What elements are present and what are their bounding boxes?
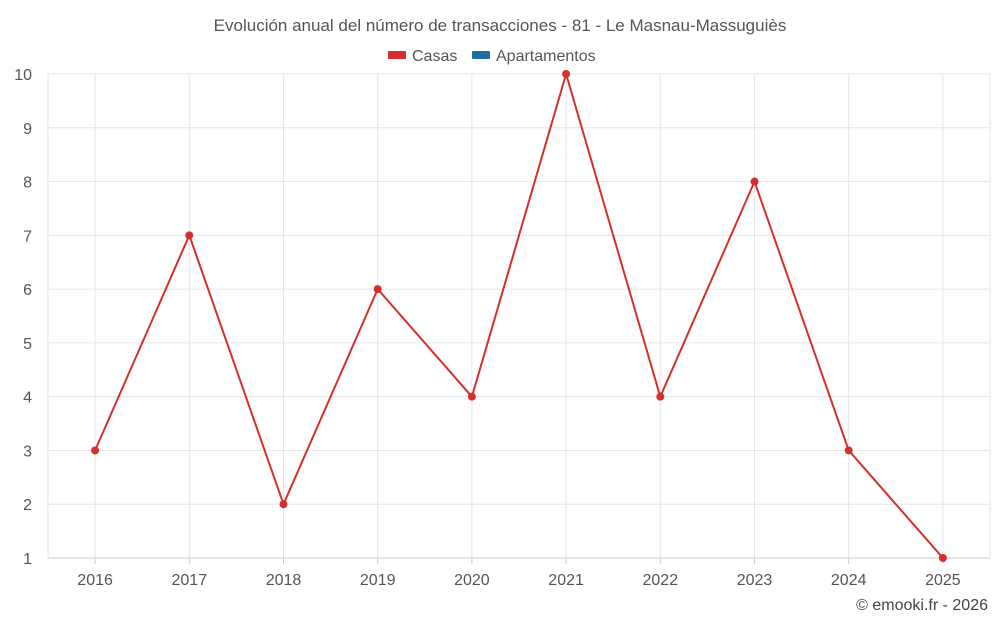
legend-swatch-apartamentos bbox=[472, 51, 490, 59]
data-point[interactable] bbox=[185, 231, 194, 240]
data-point[interactable] bbox=[279, 500, 288, 509]
x-tick-label: 2016 bbox=[77, 572, 113, 589]
data-point[interactable] bbox=[562, 70, 571, 78]
y-tick-label: 3 bbox=[23, 443, 32, 460]
y-tick-label: 1 bbox=[23, 551, 32, 568]
x-tick-label: 2019 bbox=[360, 572, 396, 589]
grid bbox=[48, 73, 990, 558]
legend-label-casas: Casas bbox=[412, 48, 457, 65]
legend-item-apartamentos[interactable]: Apartamentos bbox=[472, 48, 596, 65]
axes bbox=[47, 74, 991, 564]
y-tick-label: 10 bbox=[14, 67, 32, 84]
y-tick-label: 4 bbox=[23, 390, 32, 407]
data-point[interactable] bbox=[373, 285, 382, 294]
data-point[interactable] bbox=[91, 446, 100, 455]
y-tick-label: 5 bbox=[23, 336, 32, 353]
data-point[interactable] bbox=[844, 446, 853, 455]
x-tick-label: 2025 bbox=[925, 572, 961, 589]
series-casas bbox=[91, 70, 947, 562]
x-tick-label: 2020 bbox=[454, 572, 490, 589]
data-point[interactable] bbox=[467, 392, 476, 401]
legend-item-casas[interactable]: Casas bbox=[388, 48, 457, 65]
chart-title: Evolución anual del número de transaccio… bbox=[214, 16, 787, 35]
y-tick-label: 2 bbox=[23, 497, 32, 514]
x-tick-label: 2021 bbox=[548, 572, 584, 589]
x-tick-label: 2024 bbox=[831, 572, 867, 589]
y-tick-label: 7 bbox=[23, 228, 32, 245]
data-point[interactable] bbox=[656, 392, 665, 401]
x-tick-label: 2018 bbox=[266, 572, 302, 589]
x-tick-label: 2023 bbox=[737, 572, 773, 589]
data-point[interactable] bbox=[938, 554, 947, 562]
legend-label-apartamentos: Apartamentos bbox=[496, 48, 596, 65]
y-tick-label: 9 bbox=[23, 121, 32, 138]
legend-swatch-casas bbox=[388, 51, 406, 59]
x-tick-label: 2017 bbox=[172, 572, 208, 589]
y-tick-label: 8 bbox=[23, 175, 32, 192]
credit-text: © emooki.fr - 2026 bbox=[856, 597, 988, 614]
data-point[interactable] bbox=[750, 177, 759, 186]
y-tick-label: 6 bbox=[23, 282, 32, 299]
tick-labels: 1 2 3 4 5 6 7 8 9 10 2016 2017 2018 2019 2020 2021 2022 2… bbox=[14, 67, 961, 589]
series-line-casas bbox=[94, 73, 944, 559]
legend: Casas Apartamentos bbox=[388, 48, 596, 65]
x-tick-label: 2022 bbox=[643, 572, 679, 589]
